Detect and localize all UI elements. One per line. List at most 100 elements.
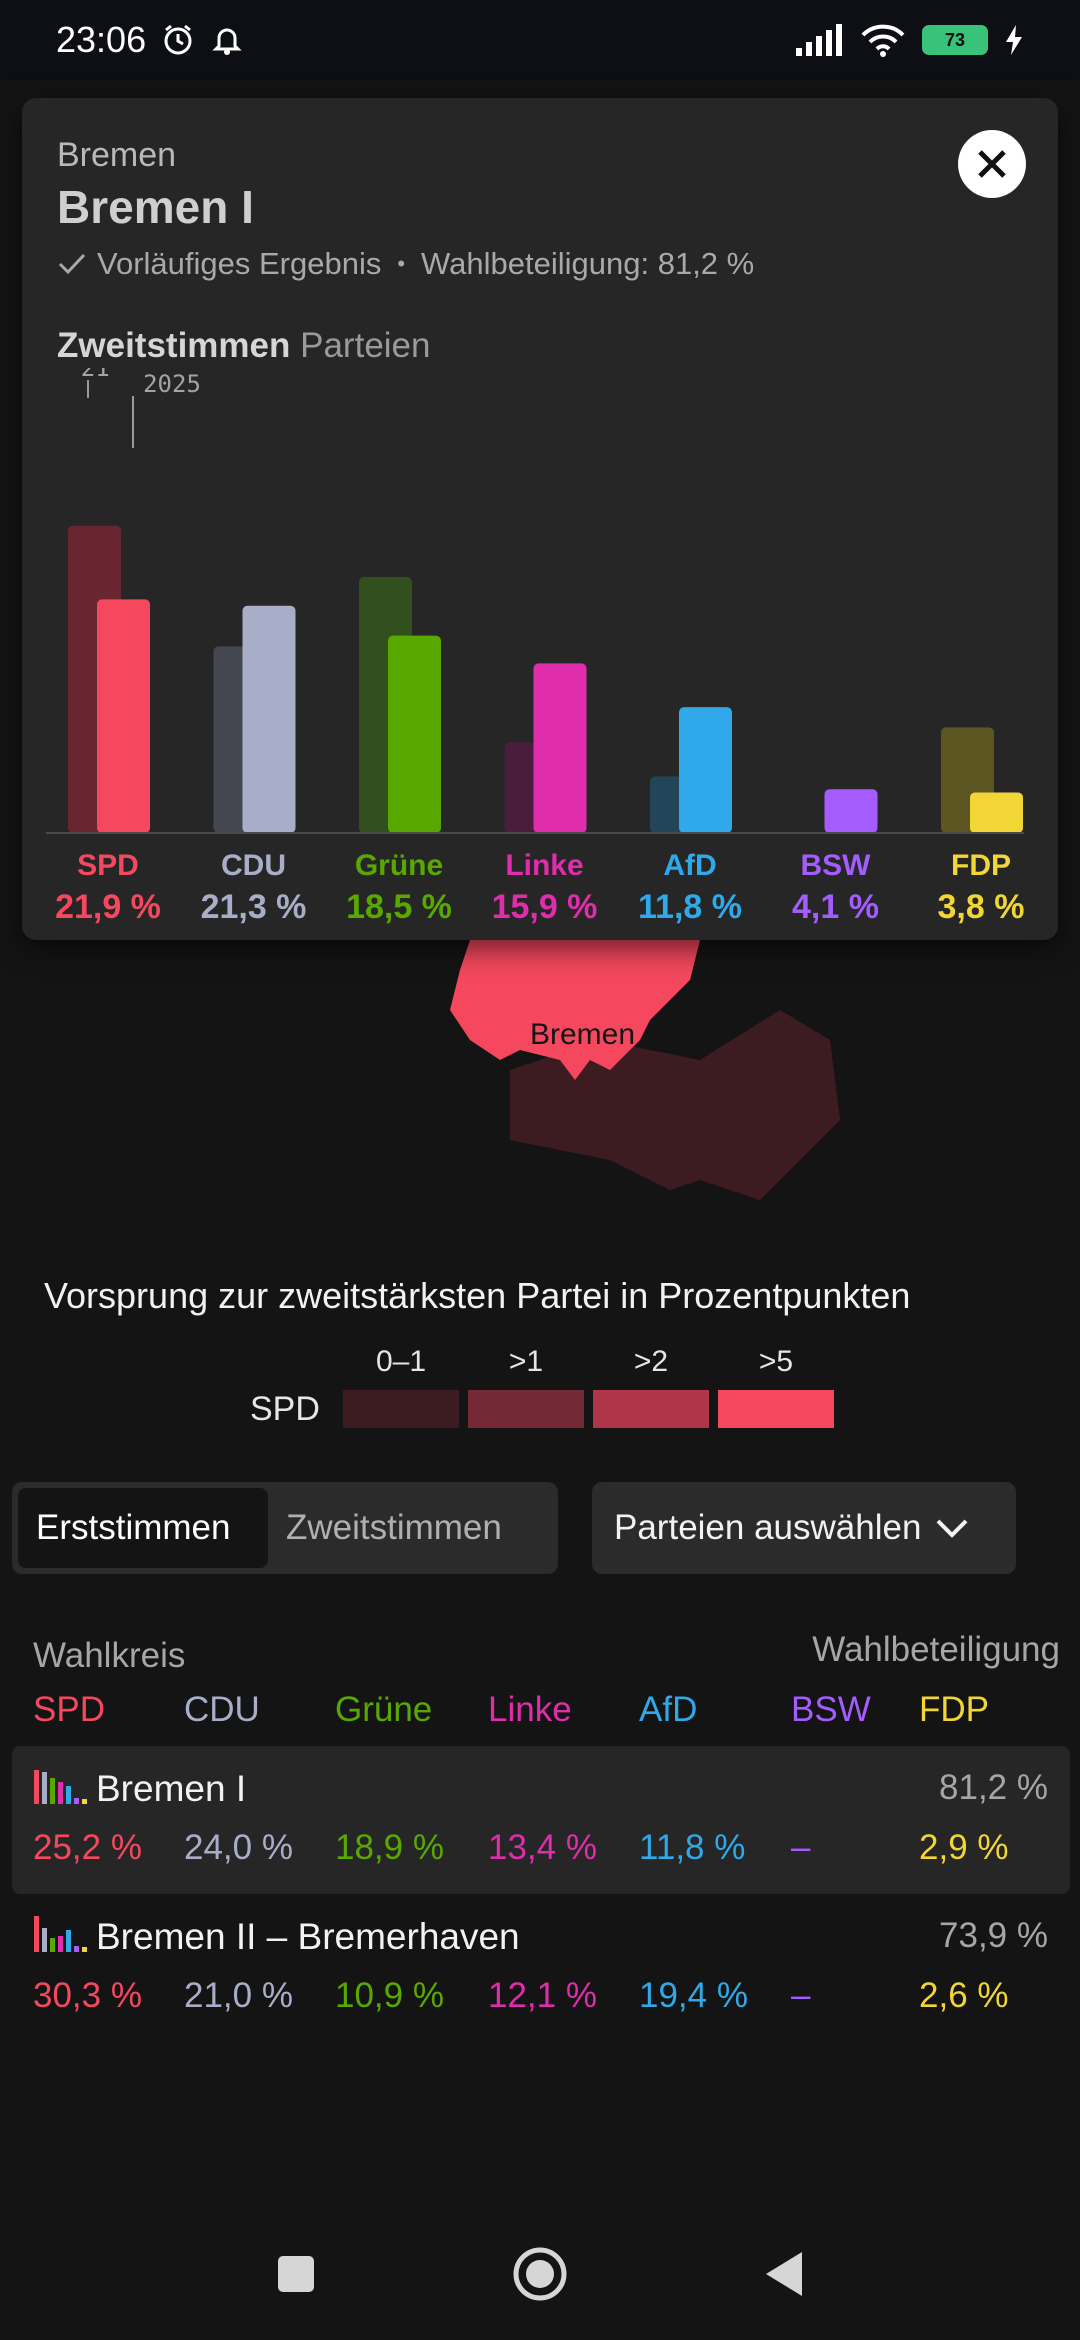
check-icon — [58, 253, 86, 275]
popup-status: Vorläufiges Ergebnis • Wahlbeteiligung: … — [57, 246, 754, 282]
party-value: 11,8 % — [639, 1828, 746, 1867]
legend-bin-label: >1 — [508, 1345, 544, 1378]
back-button[interactable] — [764, 2250, 804, 2298]
party-value: 21,0 % — [184, 1976, 293, 2015]
district-turnout: 81,2 % — [939, 1768, 1048, 1807]
party-value: 13,4 % — [488, 1828, 597, 1867]
vote-type-tabs: Erststimmen Zweitstimmen — [12, 1482, 558, 1574]
status-bar: 23:06 73 — [0, 0, 1080, 80]
bar-current — [970, 792, 1023, 833]
charging-icon — [1006, 25, 1022, 55]
district-name: Bremen I — [96, 1768, 247, 1809]
district-name: Bremen II – Bremerhaven — [96, 1916, 520, 1957]
legend-bin-label: >2 — [633, 1345, 669, 1378]
close-icon — [978, 150, 1006, 178]
bar-current — [388, 635, 441, 833]
party-value: 2,6 % — [919, 1976, 1009, 2015]
legend-party: SPD — [250, 1390, 320, 1428]
party-value: 30,3 % — [33, 1976, 142, 2015]
chart-heading: Zweitstimmen Parteien — [57, 326, 431, 366]
legend-bin-label: >5 — [758, 1345, 794, 1378]
party-select-label: Parteien auswählen — [614, 1508, 922, 1547]
alarm-icon — [164, 24, 192, 55]
value-label: 21,9 % — [55, 888, 161, 926]
status-time: 23:06 — [56, 19, 147, 60]
battery-level: 73 — [944, 29, 966, 50]
column-header-district: Wahlkreis — [33, 1636, 186, 1675]
value-label: 11,8 % — [638, 888, 742, 926]
wifi-icon — [861, 24, 905, 57]
battery-icon: 73 — [922, 25, 988, 55]
column-header-party[interactable]: SPD — [33, 1690, 105, 1729]
system-nav-bar — [0, 2210, 1080, 2340]
tab-erststimmen[interactable]: Erststimmen — [18, 1488, 268, 1568]
column-header-party[interactable]: CDU — [184, 1690, 260, 1729]
party-label: FDP — [951, 849, 1011, 882]
legend-bin-label: 0–1 — [375, 1345, 427, 1378]
chart-heading-light: Parteien — [300, 326, 431, 365]
status-separator: • — [397, 251, 406, 276]
party-label: Linke — [505, 849, 583, 882]
legend-bin-swatch — [718, 1390, 834, 1428]
popup-region: Bremen — [57, 136, 177, 174]
result-status: Vorläufiges Ergebnis — [97, 246, 382, 281]
bar-current — [679, 707, 732, 833]
map-shapes — [450, 940, 840, 1200]
bar-current — [824, 789, 878, 833]
recents-button[interactable] — [276, 2254, 316, 2294]
column-header-party[interactable]: FDP — [919, 1690, 989, 1729]
table-row[interactable]: Bremen II – Bremerhaven 73,9 % 30,3 % 21… — [12, 1894, 1070, 2042]
legend-bin-swatch — [593, 1390, 709, 1428]
column-header-party[interactable]: Linke — [488, 1690, 572, 1729]
legend-title: Vorsprung zur zweitstärksten Partei in P… — [44, 1275, 911, 1316]
district-turnout: 73,9 % — [939, 1916, 1048, 1955]
value-label: 15,9 % — [492, 888, 598, 926]
value-label: 21,3 % — [201, 888, 307, 926]
legend-bin-swatch — [343, 1390, 459, 1428]
party-label: AfD — [663, 849, 716, 882]
chevron-down-icon — [937, 1519, 968, 1538]
mini-bar-chart-icon — [34, 1770, 87, 1804]
column-header-party[interactable]: Grüne — [335, 1690, 433, 1729]
chart-heading-bold: Zweitstimmen — [57, 326, 291, 365]
party-value: 24,0 % — [184, 1828, 293, 1867]
year-label-current: 2025 — [143, 370, 201, 398]
district-popup: Bremen Bremen I Vorläufiges Ergebnis • W… — [22, 98, 1058, 940]
party-value: 19,4 % — [639, 1976, 748, 2015]
bar-current — [97, 599, 150, 833]
party-value: 18,9 % — [335, 1828, 444, 1867]
map-region-bremen-i[interactable] — [450, 940, 700, 1080]
column-header-turnout: Wahlbeteiligung — [812, 1630, 1060, 1669]
bar-current — [242, 605, 296, 833]
party-value: – — [791, 1976, 811, 2015]
popup-title: Bremen I — [57, 181, 254, 233]
column-header-party[interactable]: AfD — [639, 1690, 698, 1729]
bar-current — [533, 663, 587, 833]
party-select[interactable]: Parteien auswählen — [592, 1482, 1016, 1574]
column-header-party[interactable]: BSW — [791, 1690, 871, 1729]
home-button[interactable] — [512, 2246, 568, 2302]
mini-bar-chart-icon — [34, 1916, 87, 1952]
value-label: 3,8 % — [938, 888, 1025, 926]
legend-bin-swatch — [468, 1390, 584, 1428]
table-row[interactable]: Bremen I 81,2 % 25,2 % 24,0 % 18,9 % 13,… — [12, 1746, 1070, 1894]
party-label: BSW — [801, 849, 872, 882]
notification-bell-icon — [212, 28, 242, 55]
value-label: 4,1 % — [792, 888, 879, 926]
party-label: Grüne — [355, 849, 443, 882]
party-value: 10,9 % — [335, 1976, 444, 2015]
close-button[interactable] — [958, 130, 1026, 198]
party-value: 12,1 % — [488, 1976, 597, 2015]
party-value: 25,2 % — [33, 1828, 142, 1867]
party-label: CDU — [221, 849, 286, 882]
map-label: Bremen — [530, 1018, 636, 1051]
signal-icon — [796, 24, 842, 56]
value-label: 18,5 % — [346, 888, 452, 926]
party-label: SPD — [77, 849, 139, 882]
party-value: 2,9 % — [919, 1828, 1009, 1867]
turnout-text: Wahlbeteiligung: 81,2 % — [421, 246, 755, 281]
year-label-previous: '21 — [66, 368, 109, 382]
tab-zweitstimmen[interactable]: Zweitstimmen — [286, 1508, 502, 1547]
party-value: – — [791, 1828, 811, 1867]
